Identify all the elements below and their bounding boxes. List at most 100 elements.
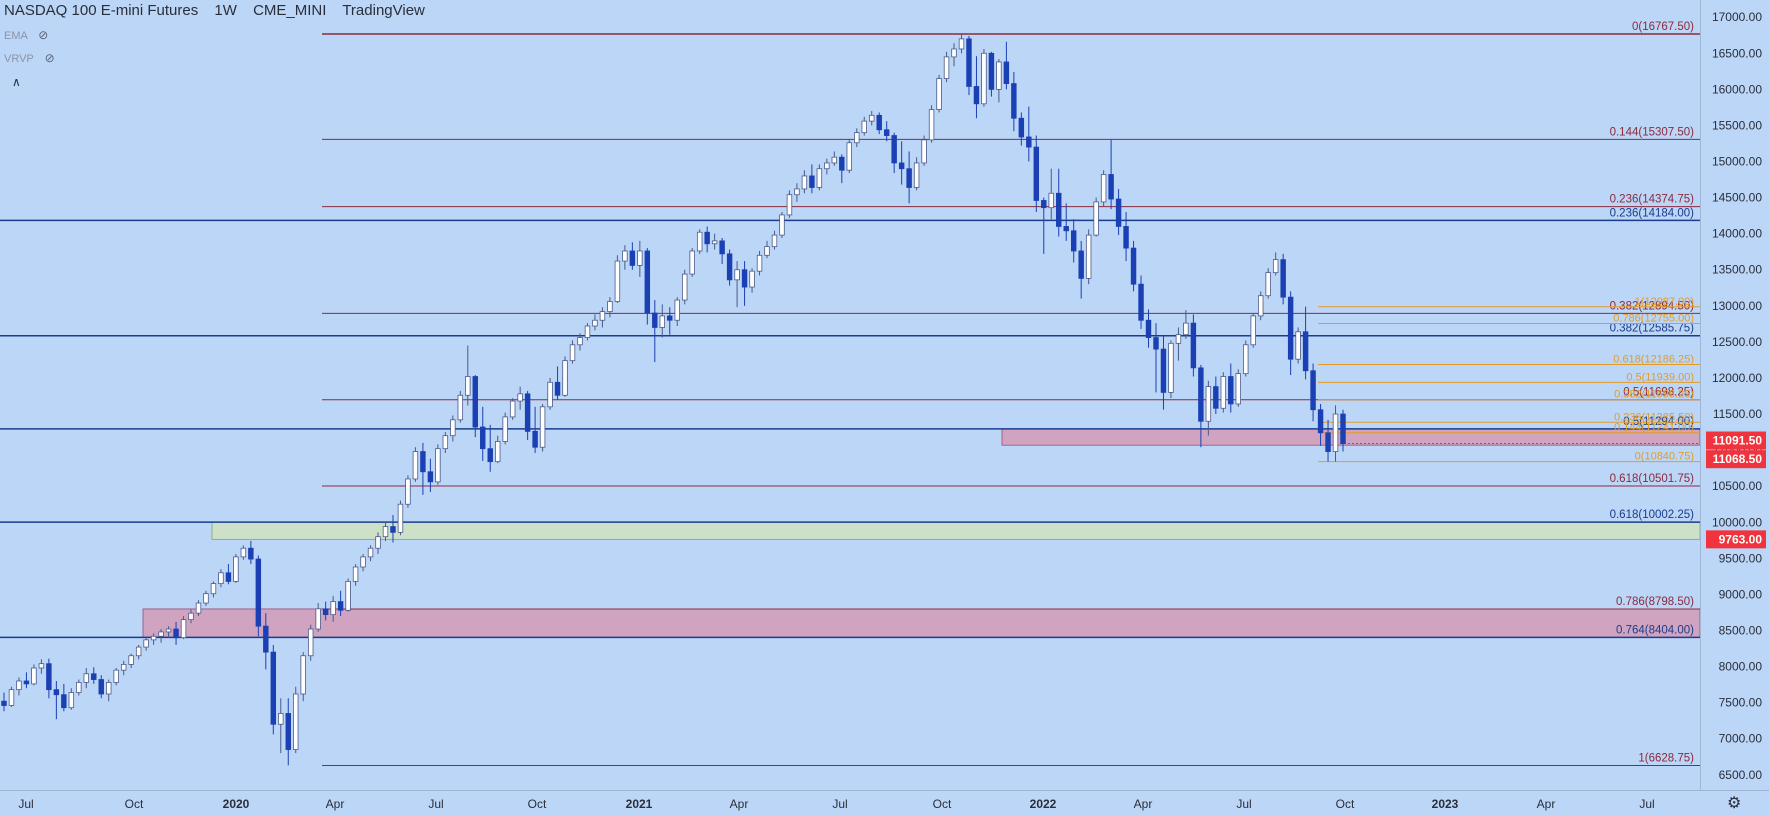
- lower-zone: [142, 608, 1701, 638]
- candle-body: [1235, 373, 1241, 405]
- candle-body: [1340, 413, 1346, 444]
- chart-settings-button[interactable]: ⚙: [1727, 793, 1741, 813]
- candle-body: [367, 547, 374, 558]
- eye-off-icon[interactable]: ⊘: [44, 51, 55, 65]
- candle: [322, 601, 329, 621]
- candle: [173, 621, 179, 645]
- candle: [517, 386, 523, 410]
- candle-body: [756, 254, 763, 272]
- candle: [293, 686, 299, 754]
- indicator-ema[interactable]: EMA ⊘: [4, 28, 48, 42]
- candle-body: [1100, 174, 1107, 203]
- candle: [1033, 135, 1040, 213]
- candle-body: [405, 478, 411, 505]
- candle: [106, 679, 112, 702]
- candle: [1198, 364, 1204, 448]
- candle-body: [330, 601, 336, 616]
- y-tick-label: 16500.00: [1712, 46, 1762, 60]
- candle-body: [240, 547, 247, 558]
- candle: [936, 74, 942, 113]
- price-tag: 9763.00: [1706, 530, 1766, 549]
- candle: [225, 564, 232, 585]
- candle-body: [300, 655, 306, 695]
- candle-body: [397, 503, 404, 533]
- candle: [988, 51, 995, 97]
- candle: [352, 564, 359, 586]
- indicator-vrvp[interactable]: VRVP ⊘: [4, 51, 55, 65]
- candle-body: [382, 526, 389, 538]
- interval-label[interactable]: 1W: [214, 2, 237, 19]
- candle-body: [786, 194, 793, 216]
- x-tick-label: 2023: [1432, 797, 1459, 811]
- candle-body: [674, 299, 680, 321]
- candle: [592, 314, 598, 331]
- upper-zone: [1001, 428, 1701, 446]
- candle: [38, 659, 45, 674]
- symbol-name[interactable]: NASDAQ 100 E-mini Futures: [4, 2, 199, 19]
- y-tick-label: 6500.00: [1719, 768, 1763, 782]
- candle: [233, 554, 239, 583]
- fib-label: 0.618(10002.25): [1610, 509, 1695, 521]
- candle: [450, 415, 456, 442]
- candle-body: [143, 639, 149, 648]
- gear-icon: ⚙: [1727, 795, 1742, 812]
- candle: [786, 190, 793, 218]
- candle: [8, 686, 15, 707]
- candle: [480, 406, 486, 461]
- candle-body: [173, 628, 179, 639]
- candle-body: [487, 448, 493, 463]
- candle: [1018, 112, 1025, 146]
- candle: [539, 403, 546, 452]
- minor-fib-label: 0.786(12755.00): [1613, 312, 1694, 324]
- candle-body: [278, 713, 284, 725]
- candle-body: [1130, 247, 1137, 285]
- candle-body: [472, 376, 478, 428]
- candle: [1011, 72, 1017, 132]
- candle-body: [1190, 322, 1197, 369]
- candle: [854, 128, 860, 148]
- candle-body: [1003, 61, 1010, 84]
- candle: [195, 600, 202, 617]
- candle-body: [809, 175, 815, 188]
- fib-label: 0.618(10501.75): [1610, 473, 1695, 485]
- candle-body: [1115, 198, 1122, 227]
- candle: [689, 248, 695, 277]
- candle-body: [390, 526, 396, 533]
- candle-body: [263, 625, 269, 653]
- fib-label: 0.236(14184.00): [1610, 207, 1695, 219]
- candle: [1340, 409, 1346, 452]
- candle-body: [188, 612, 194, 621]
- minor-fib-label: 0(10840.75): [1635, 451, 1694, 463]
- x-tick-label: Apr: [326, 797, 345, 811]
- fib-label: 0.764(8404.00): [1616, 624, 1694, 636]
- x-tick-label: Apr: [1134, 797, 1153, 811]
- candle-body: [218, 572, 224, 584]
- candle-body: [270, 651, 277, 725]
- candle: [569, 340, 576, 364]
- candle-body: [1093, 201, 1099, 236]
- candle: [1287, 291, 1294, 376]
- candle-body: [210, 583, 217, 595]
- collapse-indicators-button[interactable]: ∧: [12, 75, 21, 89]
- candle: [1332, 405, 1339, 462]
- candle-body: [839, 156, 845, 171]
- candle: [898, 141, 905, 185]
- candle-body: [741, 269, 748, 288]
- candle: [846, 139, 853, 174]
- candle-body: [928, 109, 935, 141]
- candle: [1250, 313, 1256, 348]
- y-tick-label: 8500.00: [1719, 623, 1763, 637]
- candle-body: [801, 175, 808, 190]
- candle-body: [53, 689, 60, 696]
- candle-body: [532, 430, 538, 448]
- candle: [674, 297, 680, 327]
- y-tick-label: 11500.00: [1713, 407, 1762, 421]
- exchange-label: CME_MINI: [253, 2, 327, 19]
- candle: [1056, 168, 1062, 237]
- candle: [143, 637, 149, 651]
- x-tick-label: Oct: [1336, 797, 1355, 811]
- candle-body: [637, 250, 643, 266]
- eye-off-icon[interactable]: ⊘: [38, 28, 49, 42]
